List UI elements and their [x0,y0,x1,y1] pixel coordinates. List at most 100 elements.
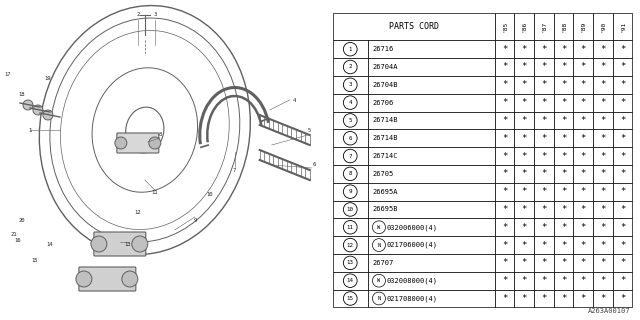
Bar [495,111,515,129]
Text: 3: 3 [349,82,352,87]
Text: *: * [541,258,547,268]
Text: *: * [580,294,586,303]
Bar [612,58,632,76]
Text: W: W [378,278,381,283]
Text: *: * [561,294,566,303]
Bar [515,12,534,40]
Text: *: * [580,205,586,214]
Text: 12: 12 [347,243,354,248]
Circle shape [23,100,33,110]
Bar [554,218,573,236]
Bar [593,111,612,129]
Text: *: * [600,205,605,214]
Text: *: * [541,45,547,54]
Circle shape [344,256,357,270]
Circle shape [149,137,161,149]
Text: 15: 15 [32,258,38,262]
Circle shape [344,274,357,287]
Text: *: * [522,62,527,71]
Bar [515,40,534,58]
Text: *: * [600,294,605,303]
Text: *: * [522,205,527,214]
Text: *: * [600,152,605,161]
Bar [593,12,612,40]
Circle shape [372,274,385,287]
Text: *: * [620,187,625,196]
Text: 032008000(4): 032008000(4) [387,277,438,284]
Bar [593,254,612,272]
Text: 26714B: 26714B [372,135,398,141]
Bar [534,272,554,290]
Text: *: * [502,152,508,161]
Bar [495,129,515,147]
Bar [368,183,495,201]
Bar [333,40,368,58]
Bar [333,165,368,183]
Text: *: * [600,258,605,268]
Circle shape [344,203,357,216]
Text: '88: '88 [561,21,566,32]
Text: *: * [541,98,547,107]
Text: '85: '85 [502,21,507,32]
Text: *: * [522,134,527,143]
Bar [333,111,368,129]
Text: *: * [502,241,508,250]
FancyBboxPatch shape [79,267,136,291]
Bar [368,129,495,147]
Text: *: * [522,152,527,161]
Bar [495,272,515,290]
Text: *: * [561,45,566,54]
Text: '91: '91 [620,21,625,32]
Bar [368,94,495,111]
Text: *: * [600,223,605,232]
Bar [573,111,593,129]
Bar [515,165,534,183]
Bar [534,236,554,254]
Bar [554,290,573,308]
Text: *: * [580,152,586,161]
Text: *: * [561,223,566,232]
Bar [554,12,573,40]
Text: *: * [561,98,566,107]
Bar [612,272,632,290]
Text: *: * [600,45,605,54]
Text: *: * [502,276,508,285]
Bar [368,147,495,165]
Text: 13: 13 [125,243,131,247]
Bar [573,12,593,40]
Text: '90: '90 [600,21,605,32]
Bar [495,147,515,165]
Circle shape [344,292,357,305]
Bar [593,165,612,183]
Bar [554,76,573,94]
Bar [612,254,632,272]
Bar [534,129,554,147]
Text: *: * [522,258,527,268]
Text: *: * [580,241,586,250]
Text: *: * [522,187,527,196]
Bar [515,111,534,129]
Text: *: * [502,134,508,143]
Bar [593,201,612,218]
Text: *: * [620,205,625,214]
Bar [554,236,573,254]
Bar [612,165,632,183]
Text: *: * [600,98,605,107]
Bar [593,40,612,58]
Text: *: * [502,205,508,214]
Bar [573,236,593,254]
Circle shape [344,185,357,198]
Text: *: * [600,276,605,285]
Bar [534,58,554,76]
Text: *: * [541,116,547,125]
Text: *: * [522,241,527,250]
Text: *: * [561,116,566,125]
Text: 8: 8 [349,171,352,176]
Bar [515,254,534,272]
Text: *: * [580,98,586,107]
Text: 14: 14 [47,243,53,247]
Bar [534,111,554,129]
Bar [368,111,495,129]
Bar [573,218,593,236]
Text: 15: 15 [347,296,354,301]
